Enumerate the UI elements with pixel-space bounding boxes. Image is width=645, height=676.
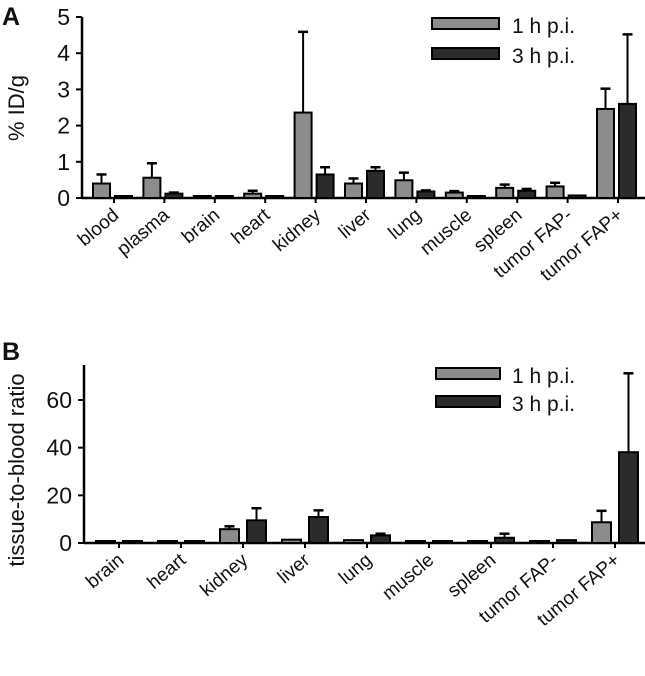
panel-a-label: A [2,3,20,31]
legend-b-swatch-3h [435,395,501,408]
bar-lung-1h [343,539,364,545]
x-tick-label: muscle [416,205,476,260]
bar-heart-1h [243,192,263,200]
y-tick-label: 5 [57,4,70,30]
panel-b-y-axis-title: tissue-to-blood ratio [4,373,29,566]
legend-b-label-1h: 1 h p.i. [512,365,575,388]
bar-blood-1h [92,182,111,200]
bar-liver-3h [308,516,329,544]
bar-lung-1h [394,179,414,199]
bar-lung-3h [416,190,436,199]
bar-tumor-fap--1h [529,540,550,544]
bar-tumor-fap--3h [556,539,577,545]
legend-a-swatch-3h [431,47,500,60]
x-tick-label: heart [144,549,191,593]
x-tick-label: lung [335,550,376,589]
bar-kidney-1h [219,528,240,545]
panel-b-chart: B tissue-to-blood ratio 1 h p.i. 3 h p.i… [2,338,645,631]
bar-muscle-1h [405,540,426,544]
bar-plasma-3h [164,192,184,200]
bar-liver-1h [344,182,363,200]
bar-liver-3h [366,169,385,200]
x-tick-label: spleen [444,550,500,602]
y-tick-label: 2 [57,113,70,139]
legend-a-swatch-1h [431,17,500,30]
legend-a-label-3h: 3 h p.i. [512,45,575,68]
bar-tumor-fap--1h [596,107,615,199]
bar-brain-1h [95,540,116,544]
x-tick-label: muscle [379,550,439,605]
bar-blood-3h [114,195,133,199]
x-tick-label: kidney [197,549,253,601]
bar-plasma-1h [142,176,162,199]
legend-b-label-3h: 3 h p.i. [512,393,575,416]
bar-muscle-3h [432,540,453,544]
bar-tumor-fap--3h [567,194,587,200]
x-tick-label: lung [385,205,426,244]
y-tick-label: 3 [57,76,70,102]
legend-b-swatch-1h [435,367,501,380]
panel-a-y-axis-title: % ID/g [4,75,29,141]
bar-brain-1h [192,195,212,199]
bar-heart-3h [184,540,205,544]
bar-spleen-3h [517,189,537,199]
x-tick-label: liver [274,549,315,588]
bar-brain-3h [122,540,143,544]
bar-liver-1h [281,538,302,544]
y-tick-label: 0 [57,185,70,211]
bar-muscle-1h [444,191,464,200]
bar-tumor-fap--1h [545,185,565,199]
bar-kidney-3h [315,173,335,200]
y-tick-label: 1 [57,149,70,175]
y-tick-label: 0 [59,530,72,556]
bar-heart-3h [265,195,285,199]
bar-spleen-1h [495,186,515,199]
panel-a-chart: A % ID/g 1 h p.i. 3 h p.i. 012345bloodpl… [2,3,645,286]
bar-kidney-3h [246,519,267,545]
bar-brain-3h [214,195,234,199]
x-tick-label: liver [335,204,376,243]
legend-a-label-1h: 1 h p.i. [512,15,575,38]
bar-tumor-fap--3h [618,102,637,199]
bar-spleen-1h [467,540,488,544]
bar-lung-3h [370,534,391,545]
y-tick-label: 4 [57,40,70,66]
x-tick-label: brain [178,205,224,248]
bar-tumor-fap--1h [591,521,612,545]
bar-kidney-1h [293,111,313,199]
panel-b-label: B [2,338,20,366]
y-tick-label: 40 [46,435,72,461]
bar-heart-1h [157,540,178,544]
x-tick-label: plasma [113,204,174,260]
x-tick-label: brain [82,550,128,593]
bar-muscle-3h [466,195,486,199]
x-tick-label: kidney [269,204,325,256]
bar-spleen-3h [494,536,515,544]
x-tick-label: heart [228,204,275,248]
y-tick-label: 60 [46,387,72,413]
y-tick-label: 20 [46,482,72,508]
bar-tumor-fap--3h [618,451,639,545]
